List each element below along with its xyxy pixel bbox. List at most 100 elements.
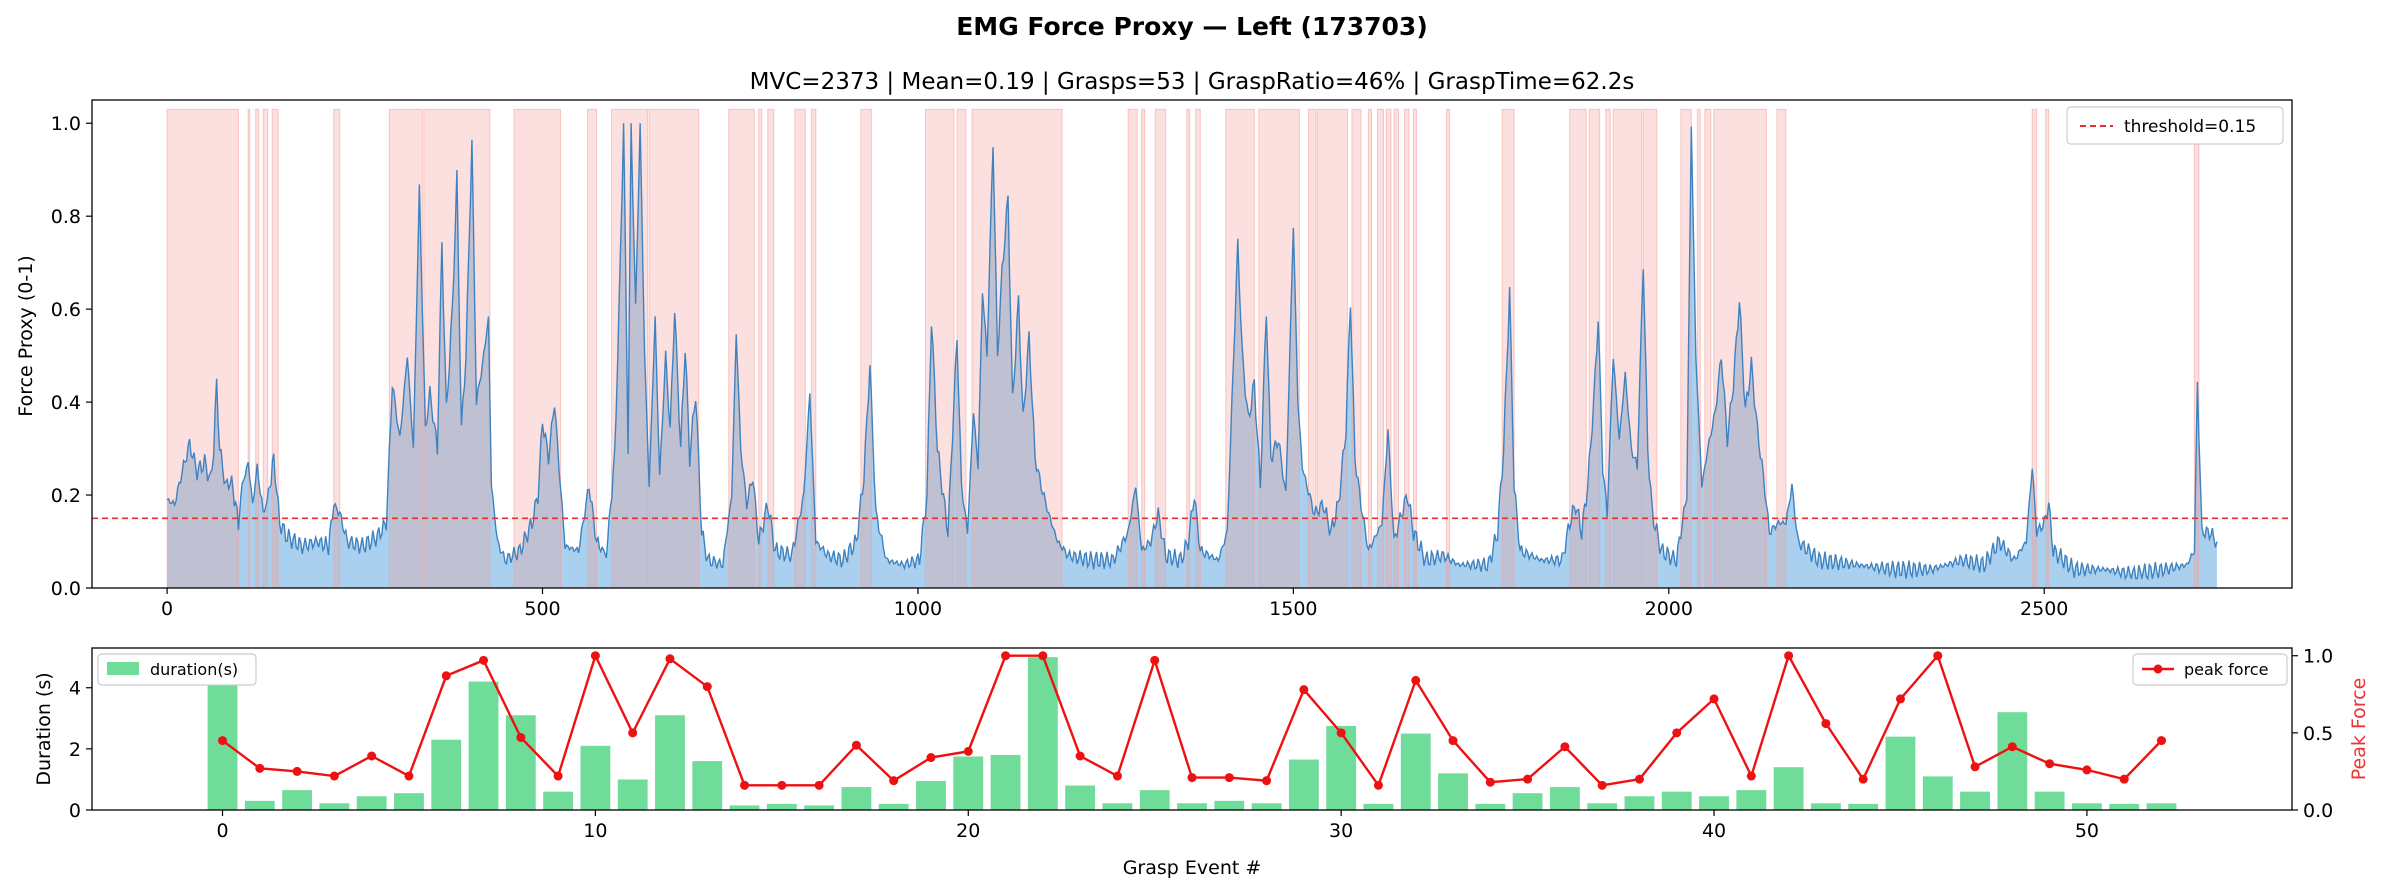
duration-bar xyxy=(1661,791,1692,810)
y-tick-label: 0.2 xyxy=(51,485,81,507)
grasp-region xyxy=(1186,108,1191,589)
peak-force-point xyxy=(1299,685,1309,695)
duration-bar xyxy=(468,681,499,810)
peak-force-point xyxy=(777,780,787,790)
duration-bar xyxy=(2146,803,2177,810)
peak-force-point xyxy=(1448,736,1458,746)
peak-force-point xyxy=(404,771,414,781)
duration-bar xyxy=(1549,787,1580,810)
top-chart-title: MVC=2373 | Mean=0.19 | Grasps=53 | Grasp… xyxy=(750,69,1635,95)
legend-peak-marker xyxy=(2153,664,2163,674)
duration-bar xyxy=(356,796,387,810)
peak-force-point xyxy=(1560,742,1570,752)
peak-force-point xyxy=(479,655,489,665)
grasp-region xyxy=(971,108,1063,589)
grasp-region xyxy=(166,108,239,589)
grasp-region xyxy=(1413,108,1418,589)
peak-force-point xyxy=(665,654,675,664)
peak-force-point xyxy=(1597,780,1607,790)
legend-box xyxy=(97,653,257,686)
peak-force-point xyxy=(1150,655,1160,665)
grasp-region xyxy=(1588,108,1601,589)
grasp-region xyxy=(860,108,872,589)
peak-force-point xyxy=(516,732,526,742)
duration-bar xyxy=(1587,803,1618,810)
duration-bar xyxy=(543,791,574,810)
grasp-region xyxy=(1776,108,1787,589)
duration-bar xyxy=(1810,803,1841,810)
duration-bar xyxy=(1624,796,1655,810)
x-tick-label: 20 xyxy=(956,820,980,842)
duration-bar xyxy=(692,761,723,810)
duration-bar xyxy=(2109,803,2140,810)
peak-force-point xyxy=(329,771,339,781)
peak-force-point xyxy=(2082,765,2092,775)
grasp-region xyxy=(513,108,562,589)
grasp-region xyxy=(1307,108,1317,589)
duration-legend: duration(s) xyxy=(97,653,257,686)
duration-bar xyxy=(1177,803,1207,810)
right-y-tick-label: 0.5 xyxy=(2303,723,2333,745)
duration-bar xyxy=(2072,803,2102,810)
duration-bar xyxy=(1997,712,2028,810)
peak-force-point xyxy=(1746,771,1756,781)
peak-force-point xyxy=(1001,651,1011,661)
grasp-region xyxy=(728,108,755,589)
top-y-axis-label: Force Proxy (0-1) xyxy=(15,255,37,416)
x-tick-label: 0 xyxy=(161,598,173,620)
grasp-region xyxy=(1225,108,1255,589)
right-y-tick-label: 1.0 xyxy=(2303,646,2333,668)
peak-force-point xyxy=(1858,774,1868,784)
duration-bar xyxy=(617,779,648,810)
peak-force-point xyxy=(2119,774,2129,784)
top-axes-frame xyxy=(91,99,2293,589)
duration-bar xyxy=(1736,790,1767,810)
legend-duration-label: duration(s) xyxy=(150,660,238,679)
peak-force-point xyxy=(1709,694,1719,704)
duration-bar xyxy=(1363,803,1394,810)
peak-force-point xyxy=(1634,774,1644,784)
grasp-events-chart: Duration (s) Peak Force Grasp Event # 0 1… xyxy=(33,646,2370,879)
y-tick-label: 0.8 xyxy=(51,206,81,228)
x-tick-label: 50 xyxy=(2075,820,2099,842)
grasp-region xyxy=(255,108,260,589)
duration-bar xyxy=(655,715,685,810)
x-tick-label: 0 xyxy=(216,820,228,842)
y-tick-label: 0.4 xyxy=(51,392,81,414)
duration-bar xyxy=(1102,803,1133,810)
grasp-region xyxy=(587,108,598,589)
legend-duration-swatch xyxy=(107,662,139,675)
grasp-region xyxy=(1446,108,1451,589)
duration-bar xyxy=(431,739,462,810)
top-plot-area: 0 500 1000 1500 2000 2500 0.0 0.2 0.4 0.6 0.8 1.0 xyxy=(51,99,2293,620)
peak-force-point xyxy=(1112,771,1122,781)
grasp-region xyxy=(1612,108,1643,589)
duration-bar xyxy=(2034,791,2065,810)
duration-bar xyxy=(1400,733,1431,810)
peak-force-point xyxy=(218,736,228,746)
grasp-region xyxy=(262,108,269,589)
duration-bar xyxy=(1512,793,1543,810)
bottom-y-axis-label: Duration (s) xyxy=(33,672,55,785)
bottom-x-axis-label: Grasp Event # xyxy=(1123,857,1262,879)
right-y-tick-label: 0.0 xyxy=(2303,800,2333,822)
grasp-region xyxy=(1704,108,1712,589)
y-tick-label: 4 xyxy=(69,678,81,700)
peak-force-point xyxy=(1336,728,1346,738)
duration-bar xyxy=(1326,725,1357,810)
x-tick-label: 40 xyxy=(1702,820,1726,842)
duration-bar xyxy=(1699,796,1729,810)
grasp-region xyxy=(1367,108,1372,589)
x-tick-label: 2000 xyxy=(1645,598,1693,620)
peak-force-point xyxy=(1821,719,1831,729)
peak-force-point xyxy=(889,776,899,786)
x-tick-label: 1500 xyxy=(1269,598,1317,620)
grasp-region xyxy=(1393,108,1399,589)
peak-force-point xyxy=(628,728,638,738)
peak-force-point xyxy=(963,746,973,756)
duration-bar xyxy=(1065,785,1096,810)
peak-force-point xyxy=(1485,777,1495,787)
duration-bar xyxy=(1251,803,1282,810)
duration-bar xyxy=(1922,776,1953,810)
duration-bar xyxy=(1139,790,1170,810)
